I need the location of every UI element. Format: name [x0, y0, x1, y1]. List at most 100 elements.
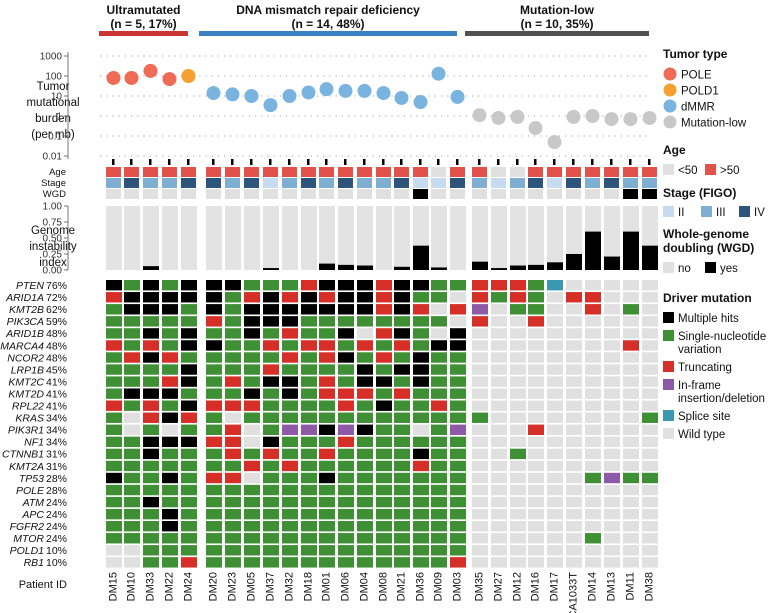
- mutation-cell: [604, 304, 620, 315]
- gii-background: [319, 206, 335, 270]
- mutation-cell: [642, 557, 658, 568]
- mutation-cell: [301, 364, 317, 375]
- mutation-cell: [206, 376, 222, 387]
- mutation-cell: [143, 388, 159, 399]
- column-marker: [269, 159, 272, 165]
- mutation-cell: [413, 376, 429, 387]
- mutation-cell: [162, 508, 178, 520]
- mutation-cell: [301, 533, 317, 544]
- mutation-cell: [244, 496, 260, 508]
- gene-label: TP53: [19, 473, 44, 485]
- gene-label: NCOR2: [7, 352, 44, 364]
- mutation-cell: [547, 316, 563, 327]
- age-cell: [585, 167, 600, 177]
- mutation-cell: [394, 484, 410, 496]
- age-cell: [181, 167, 196, 177]
- mutation-cell: [376, 364, 392, 375]
- mutation-cell: [124, 508, 140, 520]
- mutation-cell: [357, 460, 373, 472]
- mutation-cell: [244, 533, 260, 544]
- mutation-cell: [491, 340, 507, 351]
- mutation-cell: [301, 508, 317, 520]
- mutation-cell: [642, 496, 658, 508]
- gene-percent: 48%: [46, 352, 67, 364]
- mutation-cell: [566, 316, 582, 327]
- column-marker: [610, 159, 613, 165]
- column-marker: [400, 159, 403, 165]
- legend-label: Multiple hits: [678, 313, 739, 325]
- mutation-cell: [301, 557, 317, 568]
- mutation-cell: [244, 364, 260, 375]
- mutation-cell: [143, 376, 159, 387]
- mutation-cell: [604, 484, 620, 496]
- group-bar: [99, 31, 188, 36]
- mutation-cell: [357, 533, 373, 544]
- mutation-cell: [181, 280, 197, 291]
- mutation-cell: [181, 340, 197, 351]
- mutation-cell: [181, 545, 197, 556]
- mutation-cell: [566, 340, 582, 351]
- mutation-cell: [642, 376, 658, 387]
- mutation-cell: [263, 545, 279, 556]
- gii-background: [301, 206, 317, 270]
- stage-cell: [394, 178, 409, 188]
- mutation-cell: [244, 460, 260, 472]
- mutation-cell: [282, 533, 298, 544]
- mutation-cell: [301, 460, 317, 472]
- mutation-cell: [143, 472, 159, 484]
- legend-swatch: [663, 99, 677, 113]
- mutation-cell: [413, 484, 429, 496]
- wgd-cell: [282, 189, 297, 199]
- gene-percent: 24%: [46, 521, 67, 533]
- column-marker: [130, 159, 133, 165]
- mutation-cell: [319, 484, 335, 496]
- mutation-cell: [566, 376, 582, 387]
- mutation-cell: [585, 557, 601, 568]
- mutation-cell: [244, 472, 260, 484]
- age-cell: [604, 167, 619, 177]
- mutation-cell: [491, 484, 507, 496]
- age-cell: [450, 167, 465, 177]
- gii-bar: [338, 264, 354, 270]
- stage-cell: [623, 178, 638, 188]
- mutation-cell: [263, 508, 279, 520]
- mutation-cell: [394, 280, 410, 291]
- stage-cell: [642, 178, 657, 188]
- group-count: (n = 10, 35%): [520, 17, 593, 31]
- mutation-cell: [528, 304, 544, 315]
- patient-id: DM01: [321, 572, 333, 601]
- mutation-cell: [319, 448, 335, 460]
- legend-swatch: [663, 361, 674, 372]
- gii-bar: [491, 268, 507, 270]
- stage-cell: [491, 178, 506, 188]
- mutation-cell: [301, 316, 317, 327]
- mutation-cell: [143, 304, 159, 315]
- mutation-cell: [338, 533, 354, 544]
- mutation-cell: [106, 521, 122, 532]
- mutation-cell: [143, 340, 159, 351]
- mutation-cell: [263, 436, 279, 448]
- mutation-cell: [124, 364, 140, 375]
- gene-label: KMT2D: [8, 388, 44, 400]
- mutation-cell: [431, 316, 447, 327]
- column-marker: [419, 159, 422, 165]
- mutation-cell: [124, 424, 140, 435]
- mutation-cell: [263, 400, 279, 411]
- column-marker: [212, 159, 215, 165]
- mutation-cell: [413, 448, 429, 460]
- mutation-cell: [472, 472, 488, 484]
- mutation-cell: [301, 388, 317, 399]
- mutation-cell: [450, 436, 466, 448]
- gii-bar: [604, 256, 620, 270]
- mutation-cell: [206, 400, 222, 411]
- mutation-cell: [566, 521, 582, 532]
- gii-bar: [547, 262, 563, 270]
- stage-cell: [301, 178, 316, 188]
- mutation-cell: [124, 436, 140, 448]
- stage-cell: [244, 178, 259, 188]
- age-cell: [206, 167, 221, 177]
- mutation-cell: [357, 412, 373, 423]
- patient-id: DM35: [474, 572, 486, 601]
- gii-background: [282, 206, 298, 270]
- gene-percent: 31%: [46, 461, 67, 473]
